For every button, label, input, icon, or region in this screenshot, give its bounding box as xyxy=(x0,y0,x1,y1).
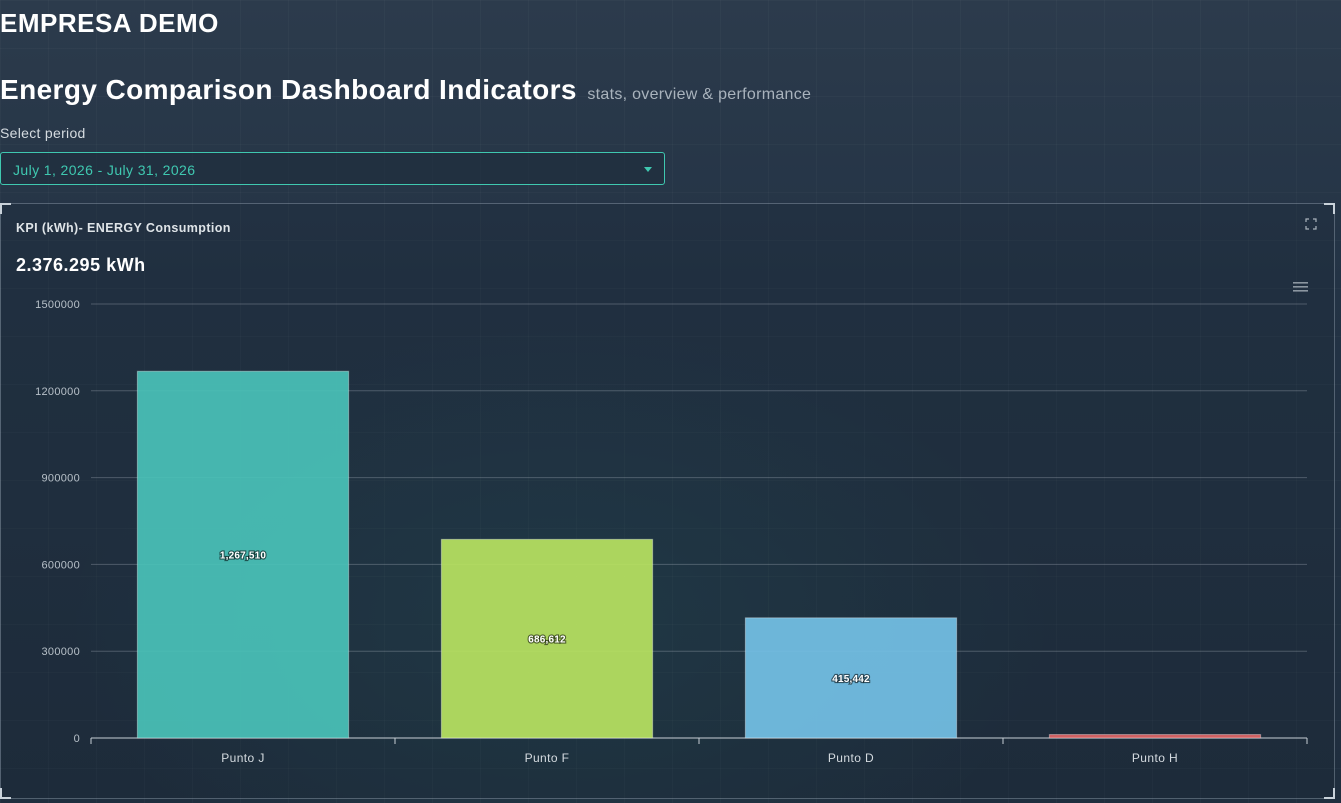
x-tick-label: Punto D xyxy=(828,751,874,765)
bar xyxy=(1048,734,1262,739)
x-tick-label: Punto F xyxy=(525,751,570,765)
y-tick-label: 1500000 xyxy=(35,299,80,311)
page-title: Energy Comparison Dashboard Indicators xyxy=(0,74,577,105)
corner-bracket xyxy=(0,203,11,214)
y-tick-label: 300000 xyxy=(41,646,80,658)
data-label: 415,442 xyxy=(832,674,870,685)
y-tick-label: 900000 xyxy=(41,473,80,485)
period-value: July 1, 2026 - July 31, 2026 xyxy=(13,162,196,178)
period-label: Select period xyxy=(0,125,86,141)
x-tick-label: Punto H xyxy=(1132,751,1178,765)
y-tick-label: 0 xyxy=(74,733,80,745)
bar xyxy=(440,538,654,739)
bar xyxy=(136,370,350,739)
page-subtitle: stats, overview & performance xyxy=(587,86,812,103)
kpi-total: 2.376.295 kWh xyxy=(16,255,146,275)
corner-bracket xyxy=(0,788,11,799)
caret-down-icon xyxy=(644,167,652,172)
page-header: Energy Comparison Dashboard Indicators s… xyxy=(0,74,811,106)
data-label: 1,267,510 xyxy=(220,551,267,562)
panel-title: KPI (kWh)- ENERGY Consumption xyxy=(16,221,231,235)
menu-icon[interactable] xyxy=(1292,280,1309,294)
company-name: EMPRESA DEMO xyxy=(0,8,219,38)
expand-icon[interactable] xyxy=(1305,218,1317,230)
x-tick-label: Punto J xyxy=(221,751,265,765)
bar xyxy=(744,617,958,739)
y-tick-label: 600000 xyxy=(41,559,80,571)
corner-bracket xyxy=(1324,203,1335,214)
corner-bracket xyxy=(1324,788,1335,799)
data-label: 686,612 xyxy=(528,635,566,646)
period-select[interactable]: July 1, 2026 - July 31, 2026 xyxy=(0,152,665,185)
y-tick-label: 1200000 xyxy=(35,386,80,398)
